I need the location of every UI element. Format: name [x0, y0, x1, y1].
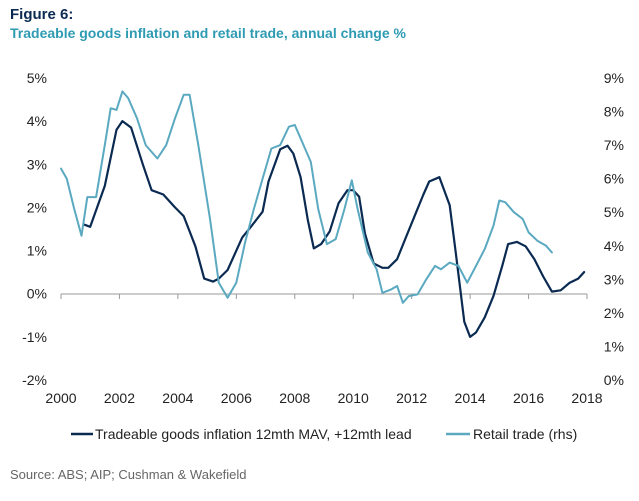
y-left-tick-label: -1%	[22, 329, 47, 345]
x-tick-label: 2010	[338, 390, 369, 406]
source-note: Source: ABS; AIP; Cushman & Wakefield	[10, 467, 247, 482]
x-tick-label: 2002	[104, 390, 135, 406]
y-right-tick-label: 7%	[604, 137, 624, 153]
y-right-tick-label: 4%	[604, 238, 624, 254]
axes-layer: -2% -1% 0% 1% 2% 3% 4% 5% 0% 1% 2% 3% 4% 5% 6% 7% 8% 9% 20…	[22, 70, 624, 406]
y-left-tick-label: -2%	[22, 372, 47, 388]
series-line-retail-trade	[60, 90, 553, 304]
x-tick-label: 2008	[279, 390, 310, 406]
figure-title: Figure 6:	[10, 6, 74, 23]
y-right-tick-label: 6%	[604, 171, 624, 187]
series-line-tradeable-goods-inflation	[83, 119, 586, 338]
x-tick-label: 2006	[221, 390, 252, 406]
x-tick-label: 2012	[396, 390, 427, 406]
legend-layer: Tradeable goods inflation 12mth MAV, +12…	[71, 426, 577, 442]
y-right-tick-label: 9%	[604, 70, 624, 86]
y-right-tick-label: 1%	[604, 338, 624, 354]
y-right-tick-label: 0%	[604, 372, 624, 388]
y-left-tick-label: 4%	[27, 113, 47, 129]
legend-label-retail-trade: Retail trade (rhs)	[473, 426, 577, 442]
y-left-tick-label: 5%	[27, 70, 47, 86]
x-tick-label: 2016	[513, 390, 544, 406]
y-left-tick-label: 3%	[27, 156, 47, 172]
x-tick-label: 2014	[455, 390, 486, 406]
y-left-tick-label: 2%	[27, 199, 47, 215]
y-right-tick-label: 2%	[604, 305, 624, 321]
y-left-tick-label: 0%	[27, 286, 47, 302]
legend-label-tradeable-goods: Tradeable goods inflation 12mth MAV, +12…	[95, 426, 412, 442]
figure-subtitle: Tradeable goods inflation and retail tra…	[10, 25, 406, 41]
series-layer	[60, 90, 586, 338]
y-right-tick-label: 5%	[604, 204, 624, 220]
x-tick-label: 2004	[162, 390, 193, 406]
y-left-tick-label: 1%	[27, 243, 47, 259]
x-tick-label: 2000	[45, 390, 76, 406]
y-right-tick-label: 3%	[604, 271, 624, 287]
y-right-tick-label: 8%	[604, 104, 624, 120]
x-tick-label: 2018	[571, 390, 602, 406]
